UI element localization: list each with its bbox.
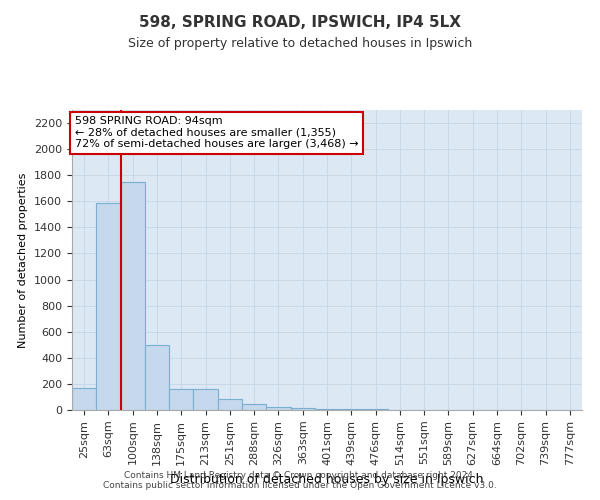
Bar: [72, 388, 96, 410]
Text: Contains HM Land Registry data © Crown copyright and database right 2024.
Contai: Contains HM Land Registry data © Crown c…: [103, 470, 497, 490]
Text: 598, SPRING ROAD, IPSWICH, IP4 5LX: 598, SPRING ROAD, IPSWICH, IP4 5LX: [139, 15, 461, 30]
Bar: [145, 345, 169, 410]
Bar: [266, 406, 290, 410]
Bar: [242, 404, 266, 410]
Bar: [169, 389, 193, 410]
Bar: [96, 202, 121, 410]
Bar: [193, 389, 218, 410]
X-axis label: Distribution of detached houses by size in Ipswich: Distribution of detached houses by size …: [170, 473, 484, 486]
Text: Size of property relative to detached houses in Ipswich: Size of property relative to detached ho…: [128, 38, 472, 51]
Bar: [290, 408, 315, 410]
Y-axis label: Number of detached properties: Number of detached properties: [19, 172, 28, 348]
Bar: [315, 408, 339, 410]
Text: 598 SPRING ROAD: 94sqm
← 28% of detached houses are smaller (1,355)
72% of semi-: 598 SPRING ROAD: 94sqm ← 28% of detached…: [74, 116, 358, 149]
Bar: [218, 399, 242, 410]
Bar: [121, 182, 145, 410]
